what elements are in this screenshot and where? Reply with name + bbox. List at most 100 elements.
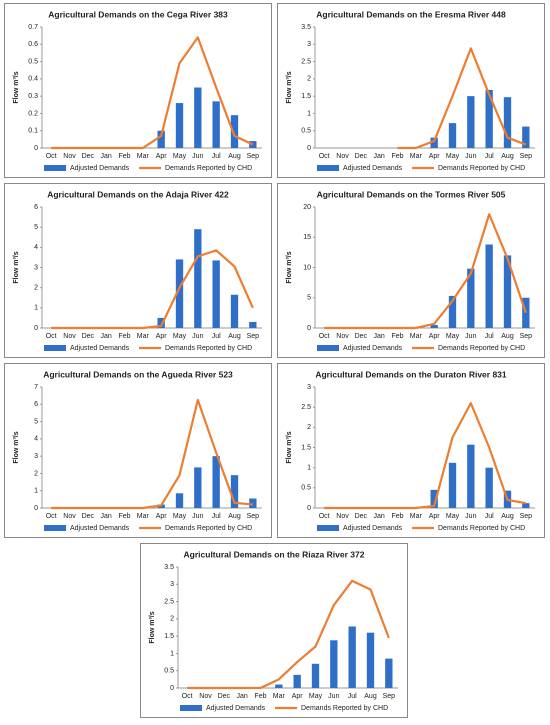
x-tick-label: Aug: [501, 513, 514, 520]
legend-label: Adjusted Demands: [70, 165, 130, 172]
x-tick-label: Apr: [156, 513, 168, 520]
y-tick-label: 1: [307, 465, 311, 472]
y-tick-label: 5: [34, 224, 38, 231]
line-series: [397, 47, 527, 150]
x-tick-label: Nov: [63, 153, 76, 160]
bar: [175, 259, 184, 328]
y-tick-label: 1: [170, 650, 174, 657]
y-tick-label: 5: [34, 418, 38, 425]
y-tick-label: 5: [307, 295, 311, 302]
panel-border: [4, 183, 272, 358]
bar: [249, 321, 257, 328]
x-tick-label: Apr: [156, 153, 168, 160]
bar: [522, 503, 530, 508]
legend-label: Demands Reported by CHD: [438, 165, 525, 172]
x-tick-label: Jun: [465, 333, 476, 340]
x-tick-label: Feb: [118, 153, 130, 160]
x-tick-label: Sep: [520, 333, 533, 340]
y-tick-label: 0.5: [301, 128, 311, 135]
x-tick-label: Feb: [118, 333, 130, 340]
y-tick-label: 0: [34, 145, 38, 152]
legend-swatch: [317, 165, 339, 171]
y-tick-label: 0.5: [164, 668, 174, 675]
y-tick-label: 0: [34, 325, 38, 332]
x-tick-label: Dec: [218, 693, 231, 700]
x-tick-label: Feb: [391, 513, 403, 520]
x-tick-label: Dec: [82, 333, 95, 340]
x-tick-label: Mar: [273, 693, 286, 700]
x-tick-label: Jul: [212, 333, 221, 340]
x-tick-label: Jun: [465, 513, 476, 520]
legend-label: Adjusted Demands: [206, 705, 266, 712]
panel-border: [277, 3, 545, 178]
x-tick-label: Sep: [247, 333, 260, 340]
bar: [430, 489, 438, 508]
x-tick-label: Jun: [328, 693, 339, 700]
chart-title: Agricultural Demands on the Cega River 3…: [48, 9, 228, 19]
x-tick-label: Nov: [336, 333, 349, 340]
chart-panel: Agricultural Demands on the Adaja River …: [4, 183, 272, 358]
bar: [157, 317, 165, 328]
bar: [230, 115, 239, 148]
bar: [448, 462, 457, 508]
legend-label: Demands Reported by CHD: [165, 345, 252, 352]
x-tick-label: Jan: [101, 153, 112, 160]
chart-panel: Agricultural Demands on the Riaza River …: [140, 543, 408, 718]
x-tick-label: Sep: [383, 693, 396, 700]
line-series: [187, 579, 390, 690]
x-tick-label: Sep: [247, 153, 260, 160]
x-tick-label: Oct: [46, 513, 57, 520]
y-tick-label: 1: [34, 305, 38, 312]
x-tick-label: Feb: [391, 153, 403, 160]
bar: [485, 89, 493, 148]
x-tick-label: Jul: [485, 333, 494, 340]
y-tick-label: 2.5: [301, 58, 311, 65]
y-tick-label: 0: [307, 325, 311, 332]
x-tick-label: May: [446, 333, 460, 340]
line-series: [51, 249, 254, 330]
y-tick-label: 2: [307, 424, 311, 431]
bar: [230, 475, 239, 508]
legend-swatch: [44, 165, 66, 171]
y-tick-label: 2: [307, 76, 311, 83]
bar: [448, 295, 457, 328]
x-tick-label: Apr: [429, 333, 441, 340]
y-tick-label: 0: [34, 505, 38, 512]
x-tick-label: Mar: [137, 153, 150, 160]
y-axis-label: Flow m³/s: [286, 251, 293, 283]
legend-label: Adjusted Demands: [343, 345, 403, 352]
y-tick-label: 2.5: [301, 404, 311, 411]
x-tick-label: Mar: [410, 513, 423, 520]
x-tick-label: Apr: [429, 153, 441, 160]
bar: [467, 96, 475, 148]
bar: [157, 130, 165, 148]
y-tick-label: 3: [34, 453, 38, 460]
bar: [194, 467, 202, 508]
x-tick-label: Jun: [192, 513, 203, 520]
x-tick-label: Jan: [374, 513, 385, 520]
legend-label: Adjusted Demands: [343, 165, 403, 172]
y-tick-label: 1.5: [301, 93, 311, 100]
legend-label: Demands Reported by CHD: [165, 525, 252, 532]
bar: [485, 467, 493, 508]
x-tick-label: Jan: [101, 513, 112, 520]
y-axis-label: Flow m³/s: [286, 431, 293, 463]
x-tick-label: Jul: [348, 693, 357, 700]
bar: [249, 141, 257, 148]
bar: [212, 456, 220, 508]
x-tick-label: Mar: [137, 513, 150, 520]
bar: [194, 229, 202, 328]
y-tick-label: 20: [303, 204, 311, 211]
x-tick-label: Jun: [465, 153, 476, 160]
y-tick-label: 0.4: [28, 76, 38, 83]
legend-label: Adjusted Demands: [70, 525, 130, 532]
x-tick-label: Oct: [319, 333, 330, 340]
bar: [503, 97, 512, 148]
chart-title: Agricultural Demands on the Tormes River…: [317, 189, 506, 199]
bar: [522, 126, 530, 148]
y-axis-label: Flow m³/s: [286, 71, 293, 103]
chart-title: Agricultural Demands on the Adaja River …: [47, 189, 229, 199]
bar: [522, 297, 530, 328]
x-tick-label: Feb: [118, 513, 130, 520]
y-axis-label: Flow m³/s: [13, 431, 20, 463]
